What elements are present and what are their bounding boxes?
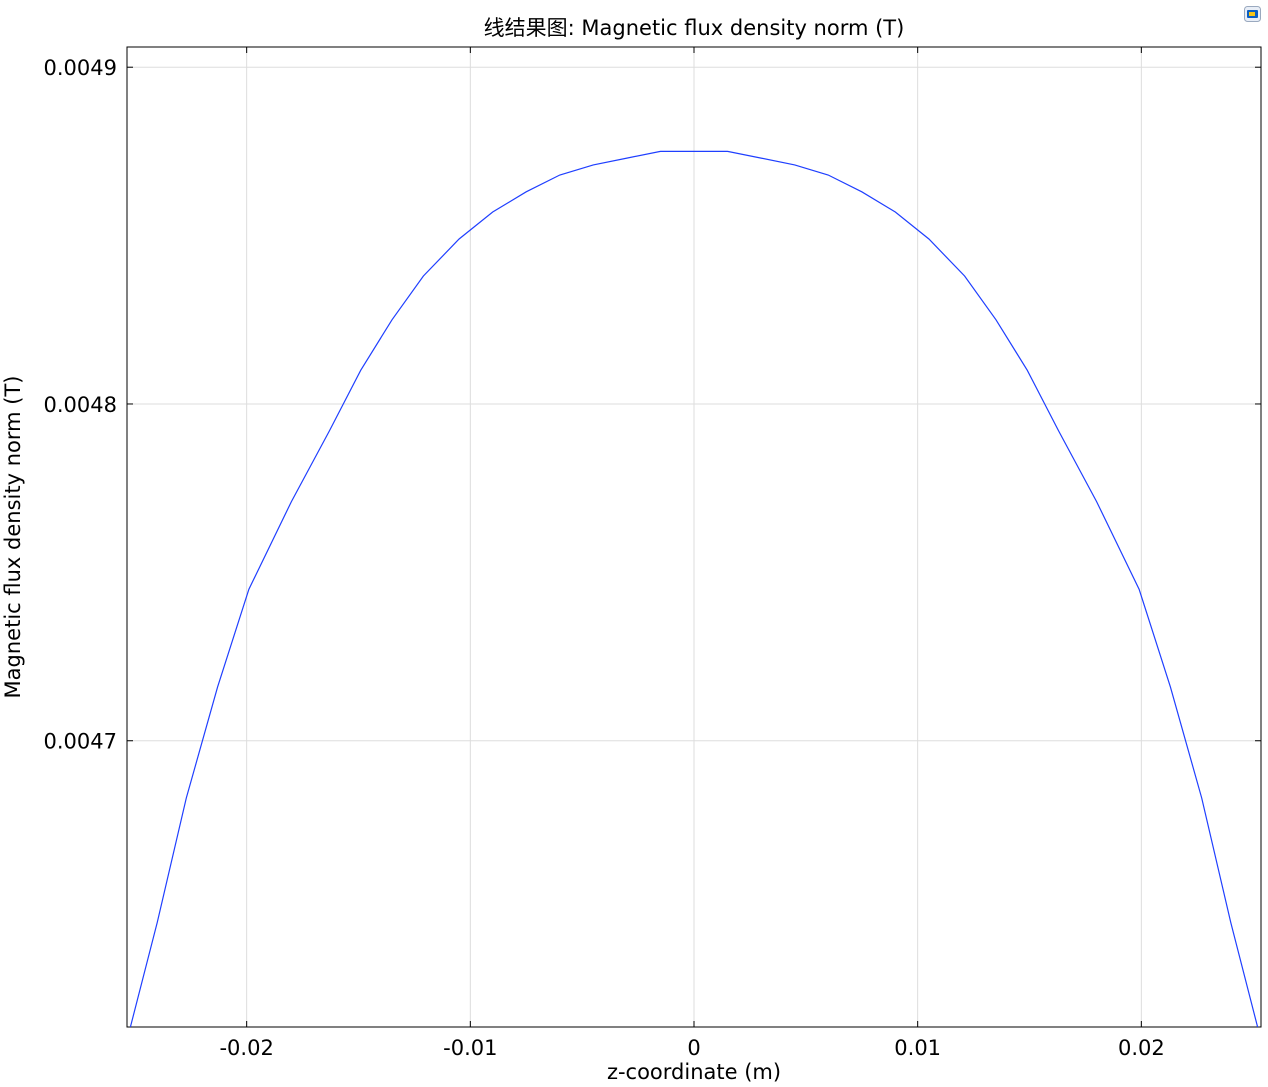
x-tick-label: -0.01 xyxy=(443,1036,497,1060)
grid xyxy=(127,47,1261,1027)
ticks: -0.02 -0.01 0 0.01 0.02 0.0047 0.0048 0.0049 xyxy=(44,47,1261,1060)
series-group xyxy=(129,150,1259,1028)
window-icon[interactable] xyxy=(1244,6,1261,22)
x-tick-label: 0.02 xyxy=(1118,1036,1165,1060)
y-axis-title: Magnetic flux density norm (T) xyxy=(1,376,25,699)
y-tick-label: 0.0049 xyxy=(44,56,117,80)
x-tick-label: -0.02 xyxy=(219,1036,273,1060)
series-line-0 xyxy=(129,150,1259,1028)
y-tick-label: 0.0047 xyxy=(44,730,117,754)
x-tick-label: 0.01 xyxy=(894,1036,941,1060)
chart-title: 线结果图: Magnetic flux density norm (T) xyxy=(484,16,905,40)
x-axis-title: z-coordinate (m) xyxy=(607,1060,781,1084)
y-tick-label: 0.0048 xyxy=(44,393,117,417)
x-tick-label: 0 xyxy=(687,1036,700,1060)
